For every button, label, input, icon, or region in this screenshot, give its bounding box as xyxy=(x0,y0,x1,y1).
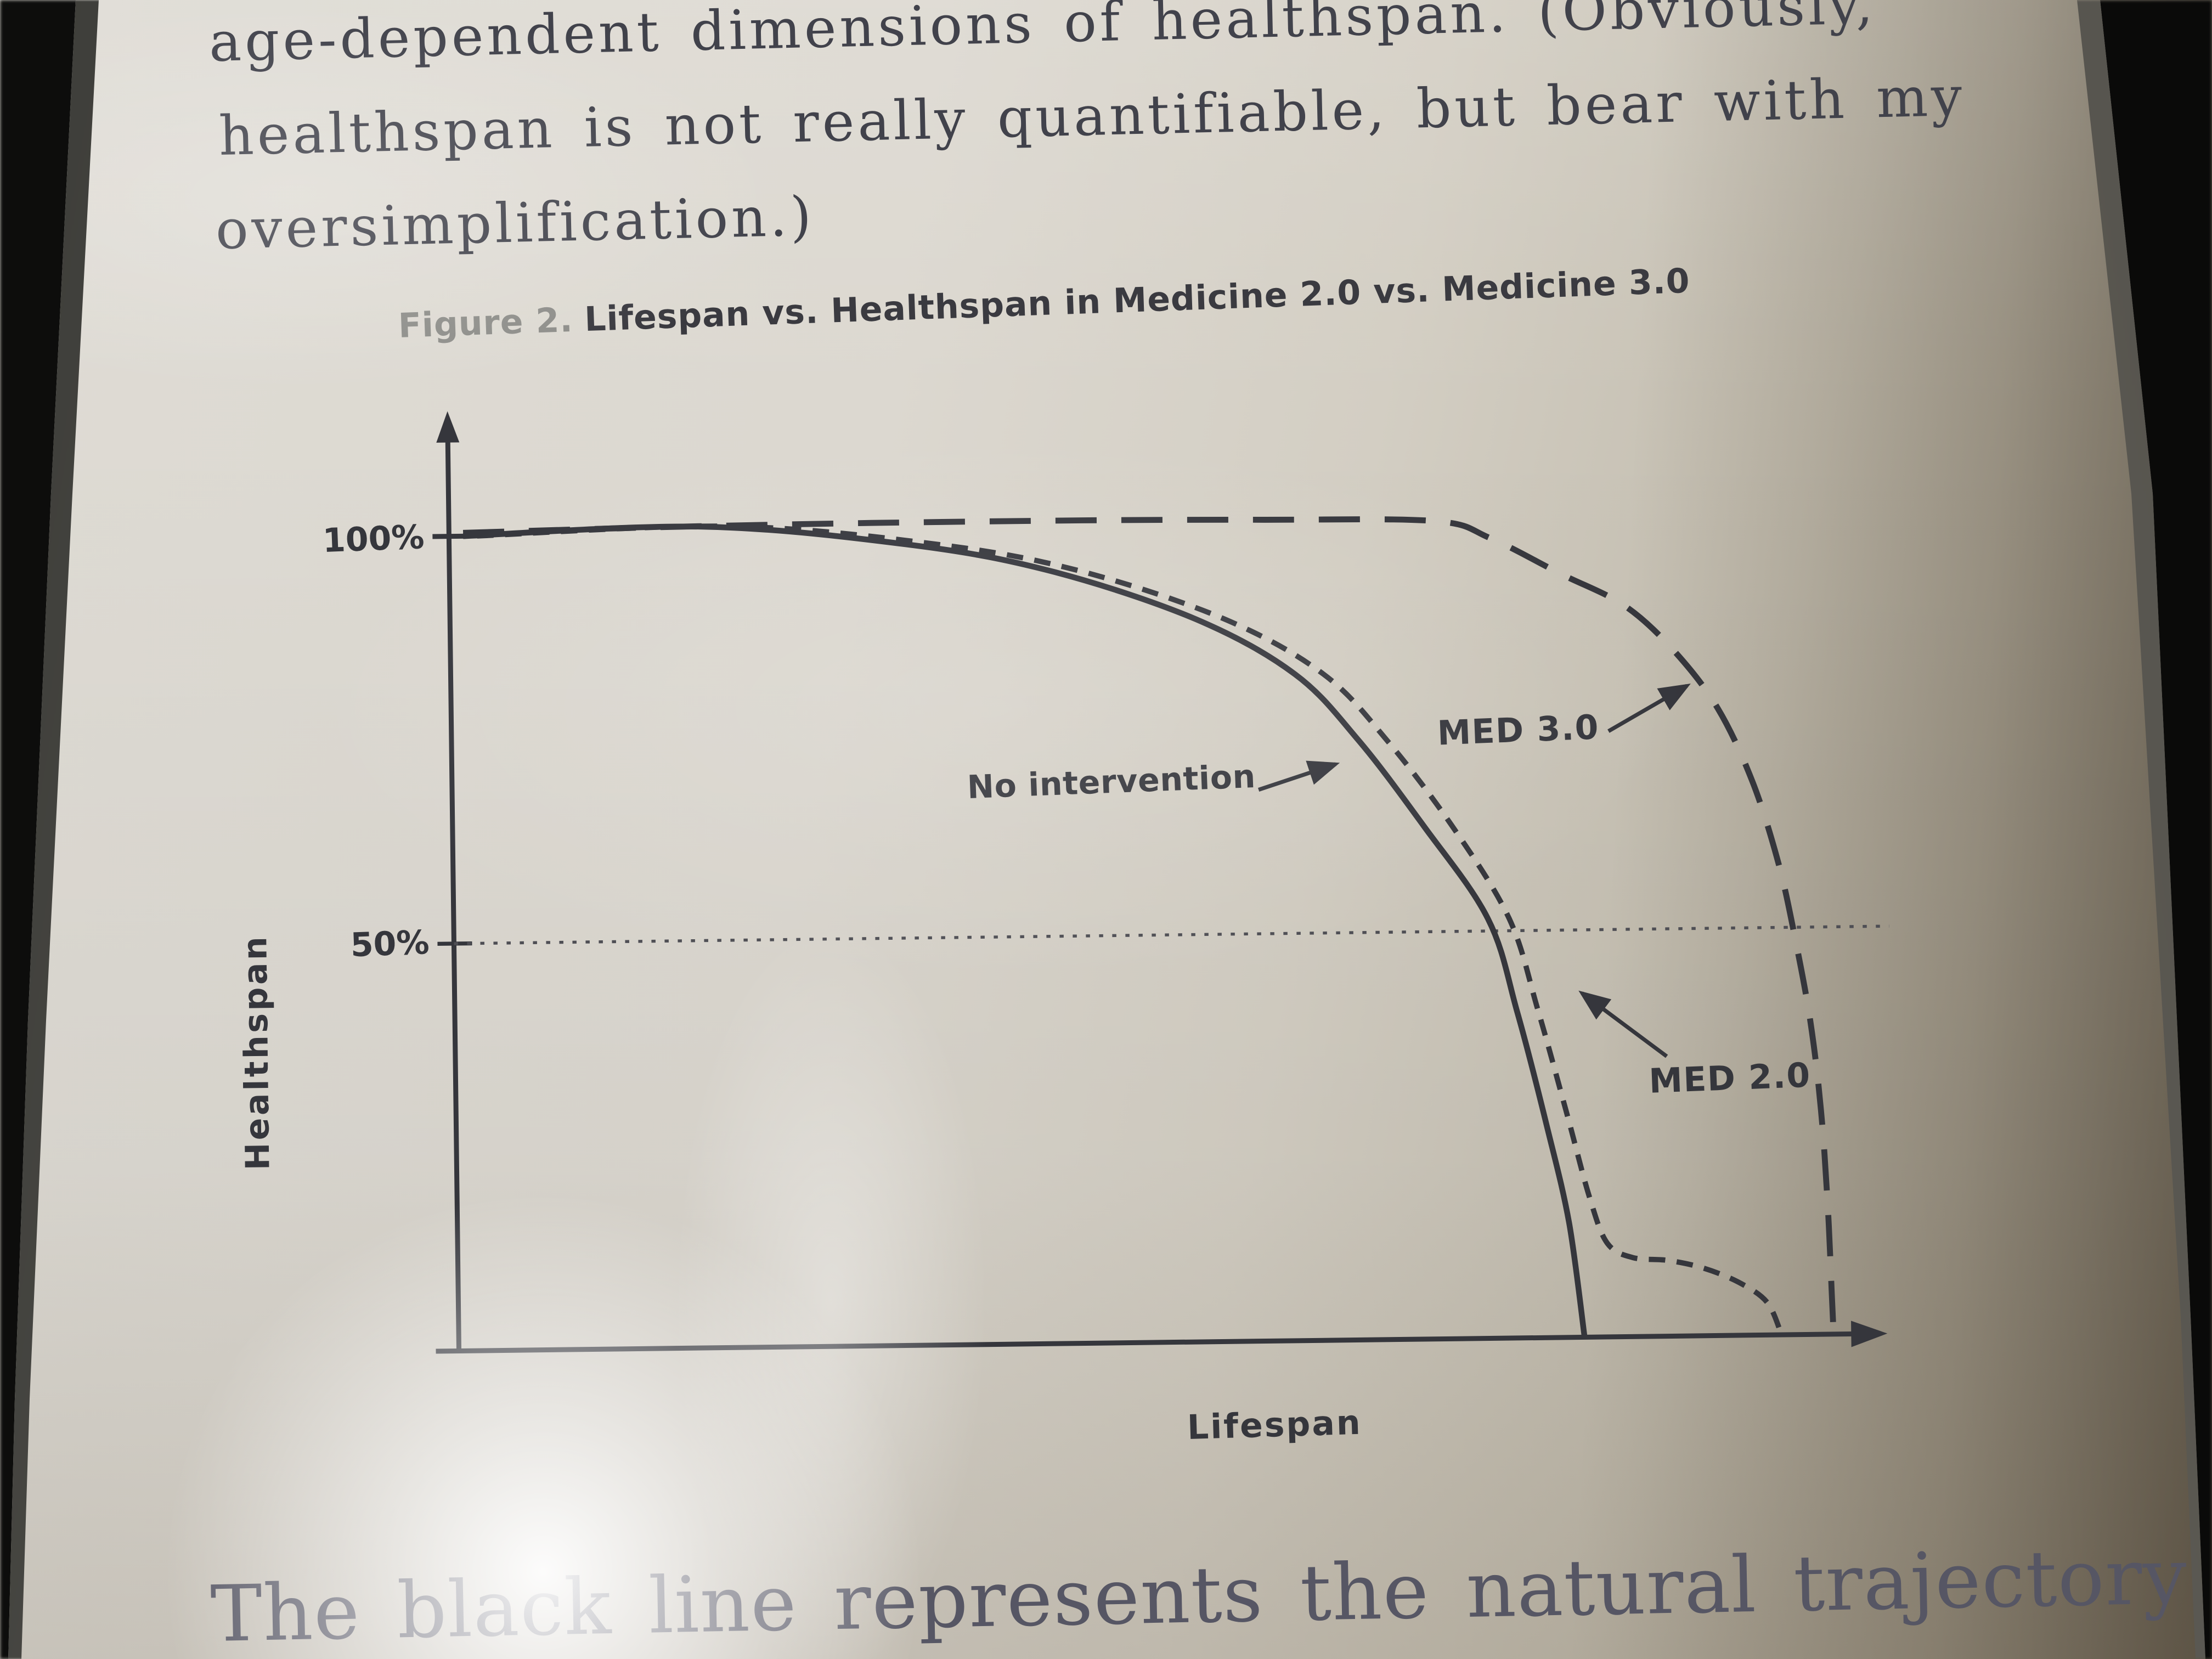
x-axis-title: Lifespan xyxy=(1186,1402,1363,1448)
med3-arrow-icon xyxy=(1607,684,1691,733)
gridline-50pct xyxy=(454,924,1889,945)
series-lines xyxy=(454,516,1889,1338)
med2-arrow-icon xyxy=(1578,990,1668,1058)
x-axis-arrowhead-icon xyxy=(1851,1321,1888,1347)
y-tick-label-50: 50% xyxy=(349,922,430,965)
y-axis-arrowhead-icon xyxy=(436,411,460,443)
y-axis-title: Healthspan xyxy=(235,934,278,1171)
y-tick-100 xyxy=(432,533,467,539)
y-tick-label-100: 100% xyxy=(321,517,425,561)
annotation-med-2-0: MED 2.0 xyxy=(1648,1055,1812,1101)
no-intervention-arrow-icon xyxy=(1257,760,1340,792)
series-line-med-2-0 xyxy=(477,523,1784,1336)
annotation-med-3-0: MED 3.0 xyxy=(1436,707,1600,753)
x-axis xyxy=(436,1331,1857,1354)
series-line-med-3-0 xyxy=(462,516,1837,1335)
y-axis xyxy=(445,441,462,1351)
